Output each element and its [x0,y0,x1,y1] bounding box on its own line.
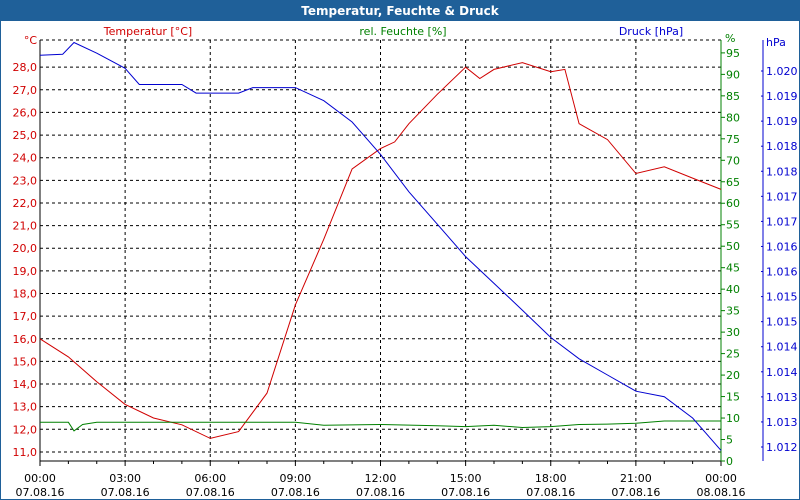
temperature-tick-label: 18,0 [13,288,38,301]
legend-temperature: Temperatur [°C] [103,25,192,38]
temperature-tick-label: 21,0 [13,220,38,233]
pressure-tick-label: 1.018 [766,165,798,178]
temperature-tick-label: 20,0 [13,242,38,255]
humidity-tick-label: 0 [726,455,733,468]
series-line-temperature [39,62,722,439]
temperature-tick-label: 23,0 [13,174,38,187]
window-title: Temperatur, Feuchte & Druck [1,1,799,21]
pressure-tick-label: 1.016 [766,240,798,253]
legend-humidity: rel. Feuchte [%] [359,25,446,38]
x-tick-time: 06:00 [194,472,226,485]
pressure-tick-label: 1.016 [766,266,798,279]
humidity-tick-label: 65 [726,176,740,189]
pressure-tick-label: 1.014 [766,366,798,379]
humidity-tick-label: 80 [726,111,740,124]
x-tick-date: 08.08.16 [697,486,746,499]
x-tick-date: 07.08.16 [356,486,405,499]
temperature-tick-label: 11,0 [13,446,38,459]
temperature-tick-label: 26,0 [13,106,38,119]
humidity-tick-label: 90 [726,68,740,81]
x-tick-date: 07.08.16 [271,486,320,499]
humidity-tick-label: 55 [726,219,740,232]
humidity-tick-label: 50 [726,240,740,253]
series-line-pressure [39,41,722,451]
pressure-tick-label: 1.015 [766,291,798,304]
pressure-tick-label: 1.014 [766,341,798,354]
temperature-tick-label: 22,0 [13,197,38,210]
humidity-tick-label: 35 [726,305,740,318]
humidity-tick-label: 45 [726,262,740,275]
humidity-tick-label: 95 [726,47,740,60]
temperature-tick-label: 19,0 [13,265,38,278]
x-tick-time: 00:00 [24,472,56,485]
temperature-axis-unit: °C [24,34,38,47]
pressure-axis-unit: hPa [766,36,786,49]
humidity-tick-label: 15 [726,391,740,404]
temperature-tick-label: 27,0 [13,84,38,97]
humidity-tick-label: 10 [726,412,740,425]
temperature-tick-label: 25,0 [13,129,38,142]
legend-pressure: Druck [hPa] [619,25,683,38]
x-tick-time: 00:00 [705,472,737,485]
humidity-tick-label: 30 [726,326,740,339]
x-tick-time: 18:00 [535,472,567,485]
x-tick-date: 07.08.16 [441,486,490,499]
temperature-tick-label: 14,0 [13,378,38,391]
temperature-tick-label: 17,0 [13,310,38,323]
x-tick-date: 07.08.16 [16,486,65,499]
pressure-tick-label: 1.012 [766,441,798,454]
x-tick-date: 07.08.16 [186,486,235,499]
x-tick-date: 07.08.16 [611,486,660,499]
pressure-tick-label: 1.017 [766,190,798,203]
x-tick-time: 03:00 [109,472,141,485]
series-line-humidity [40,420,721,432]
pressure-tick-label: 1.018 [766,140,798,153]
pressure-tick-label: 1.020 [766,65,798,78]
humidity-tick-label: 40 [726,283,740,296]
x-tick-time: 15:00 [450,472,482,485]
pressure-tick-label: 1.013 [766,391,798,404]
humidity-tick-label: 75 [726,133,740,146]
x-tick-time: 12:00 [365,472,397,485]
x-tick-time: 09:00 [280,472,312,485]
humidity-tick-label: 60 [726,197,740,210]
pressure-tick-label: 1.013 [766,416,798,429]
x-tick-date: 07.08.16 [526,486,575,499]
pressure-tick-label: 1.019 [766,115,798,128]
humidity-tick-label: 25 [726,348,740,361]
humidity-tick-label: 20 [726,369,740,382]
pressure-tick-label: 1.019 [766,90,798,103]
x-tick-time: 21:00 [620,472,652,485]
temperature-tick-label: 16,0 [13,333,38,346]
temperature-tick-label: 13,0 [13,401,38,414]
x-tick-date: 07.08.16 [101,486,150,499]
pressure-tick-label: 1.017 [766,215,798,228]
temperature-tick-label: 28,0 [13,61,38,74]
temperature-tick-label: 12,0 [13,423,38,436]
pressure-tick-label: 1.015 [766,316,798,329]
temperature-tick-label: 15,0 [13,355,38,368]
temperature-tick-label: 24,0 [13,152,38,165]
humidity-tick-label: 85 [726,90,740,103]
humidity-axis-unit: % [725,32,735,45]
humidity-tick-label: 5 [726,434,733,447]
humidity-tick-label: 70 [726,154,740,167]
